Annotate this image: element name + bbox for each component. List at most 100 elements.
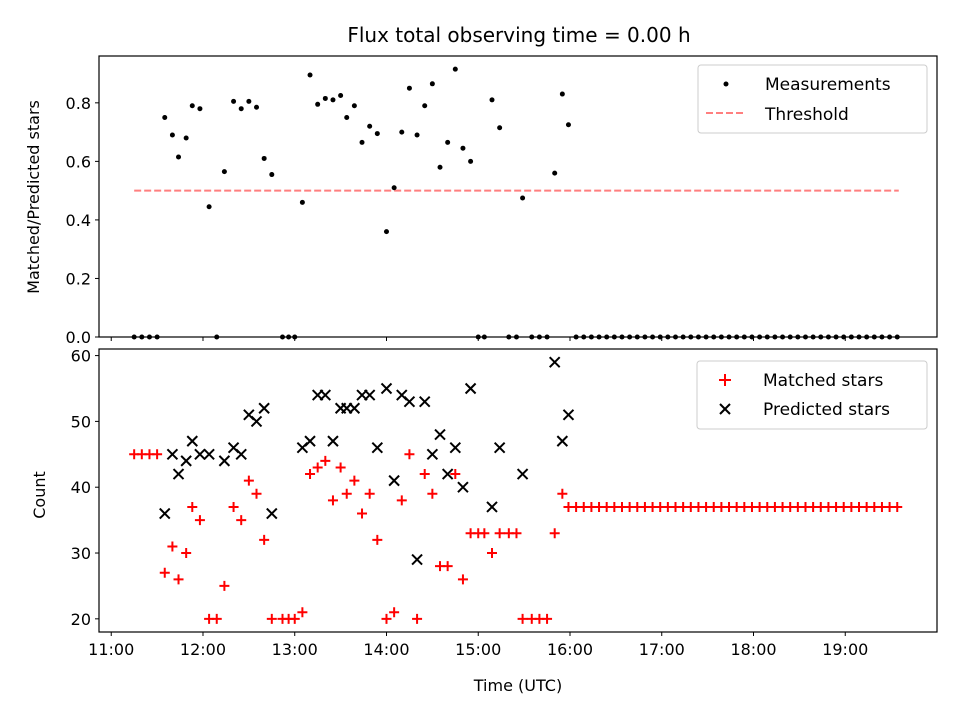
measurement-point [197,106,203,112]
bottom-legend: Matched stars Predicted stars [696,360,928,430]
measurement-point [338,93,344,99]
matched-star-marker [181,548,192,559]
matched-star-marker [228,501,239,512]
matched-star-marker [542,613,553,624]
matched-star-marker [251,488,262,499]
top-ytick-label: 0.4 [66,211,91,230]
matched-star-marker [320,455,331,466]
matched-star-marker [236,515,247,526]
measurement-point [429,81,435,87]
top-axes-frame [98,55,938,338]
predicted-star-marker [426,448,439,461]
measurement-point [246,98,252,104]
matched-star-marker [450,469,461,480]
measurement-point [206,204,212,210]
measurement-point [254,104,260,110]
measurement-point [322,95,328,101]
measurement-point [261,155,267,161]
bottom-ytick-label: 40 [71,478,91,497]
bottom-ylabel: Count [30,471,49,519]
predicted-star-marker [441,468,454,480]
matched-star-marker [312,462,323,473]
bottom-xtick-label: 19:00 [822,640,868,659]
matched-star-marker [211,613,222,624]
measurement-point [269,172,275,178]
predicted-star-marker [172,468,185,480]
measurement-point [460,145,466,151]
predicted-star-marker [486,501,498,513]
matched-star-marker [297,607,308,618]
measurement-point [399,129,405,135]
measurement-point [162,114,168,120]
measurement-point [445,139,451,145]
top-ytick-label: 0.2 [66,269,91,288]
matched-star-marker [419,469,430,480]
measurement-point [559,91,565,97]
predicted-star-marker [562,409,575,421]
matched-star-marker [194,515,205,526]
predicted-star-marker [327,435,339,447]
predicted-star-marker [203,448,215,461]
measurement-point [176,154,182,160]
measurement-point [422,103,428,109]
matched-star-marker [487,548,498,559]
predicted-star-marker [434,428,446,441]
measurement-point [344,114,350,120]
legend-predicted-label: Predicted stars [763,400,890,420]
predicted-star-marker [180,455,192,467]
measurement-point [330,97,336,103]
measurement-point [520,195,526,201]
measurement-point [299,199,305,205]
predicted-star-marker [403,395,416,408]
bottom-xlabel: Time (UTC) [473,676,562,695]
predicted-star-marker [186,435,198,447]
predicted-star-marker [166,448,179,461]
predicted-star-marker [218,455,231,467]
bottom-xtick-label: 13:00 [272,640,318,659]
matched-star-marker [152,449,163,460]
predicted-star-marker [516,468,529,480]
matched-star-marker [259,534,270,545]
top-ylabel: Matched/Predicted stars [24,100,43,294]
measurement-point [307,72,313,78]
matched-star-marker [381,613,392,624]
predicted-star-marker [363,389,376,401]
predicted-star-marker [556,435,569,447]
matched-star-marker [335,462,346,473]
matched-star-marker [517,613,528,624]
predicted-star-marker [548,356,561,368]
top-ytick-label: 0.8 [66,94,91,113]
matched-star-marker [341,488,352,499]
measurement-point [414,132,420,138]
measurement-point [183,135,189,141]
measurement-point [565,122,571,128]
bottom-xtick-label: 18:00 [730,640,776,659]
measurement-point [221,169,227,175]
predicted-star-marker [319,389,332,401]
matched-star-marker [892,501,903,512]
predicted-star-marker [250,415,263,428]
measurement-point [552,170,558,176]
matched-star-marker [372,534,383,545]
predicted-star-marker [258,402,270,414]
matched-star-marker [412,613,423,624]
top-ytick-label: 0.0 [66,328,91,347]
predicted-star-marker [419,395,431,408]
bottom-xtick-label: 14:00 [363,640,409,659]
predicted-star-marker [235,448,247,461]
matched-star-marker [349,475,360,486]
predicted-star-marker [159,507,171,520]
matched-star-marker [173,574,184,585]
bottom-panel: 20 30 40 50 60 11:00 12:00 13:00 14:00 15:00 16:00… [30,347,938,695]
top-legend: Measurements Threshold [697,64,928,134]
measurement-point [238,106,244,112]
matched-star-marker [427,488,438,499]
matched-star-marker [243,475,254,486]
matched-star-marker [389,607,400,618]
bottom-axes-frame [98,348,938,633]
predicted-star-marker [464,382,477,395]
predicted-star-marker [304,435,316,447]
measurement-point [351,103,357,109]
measurement-point [315,101,321,107]
